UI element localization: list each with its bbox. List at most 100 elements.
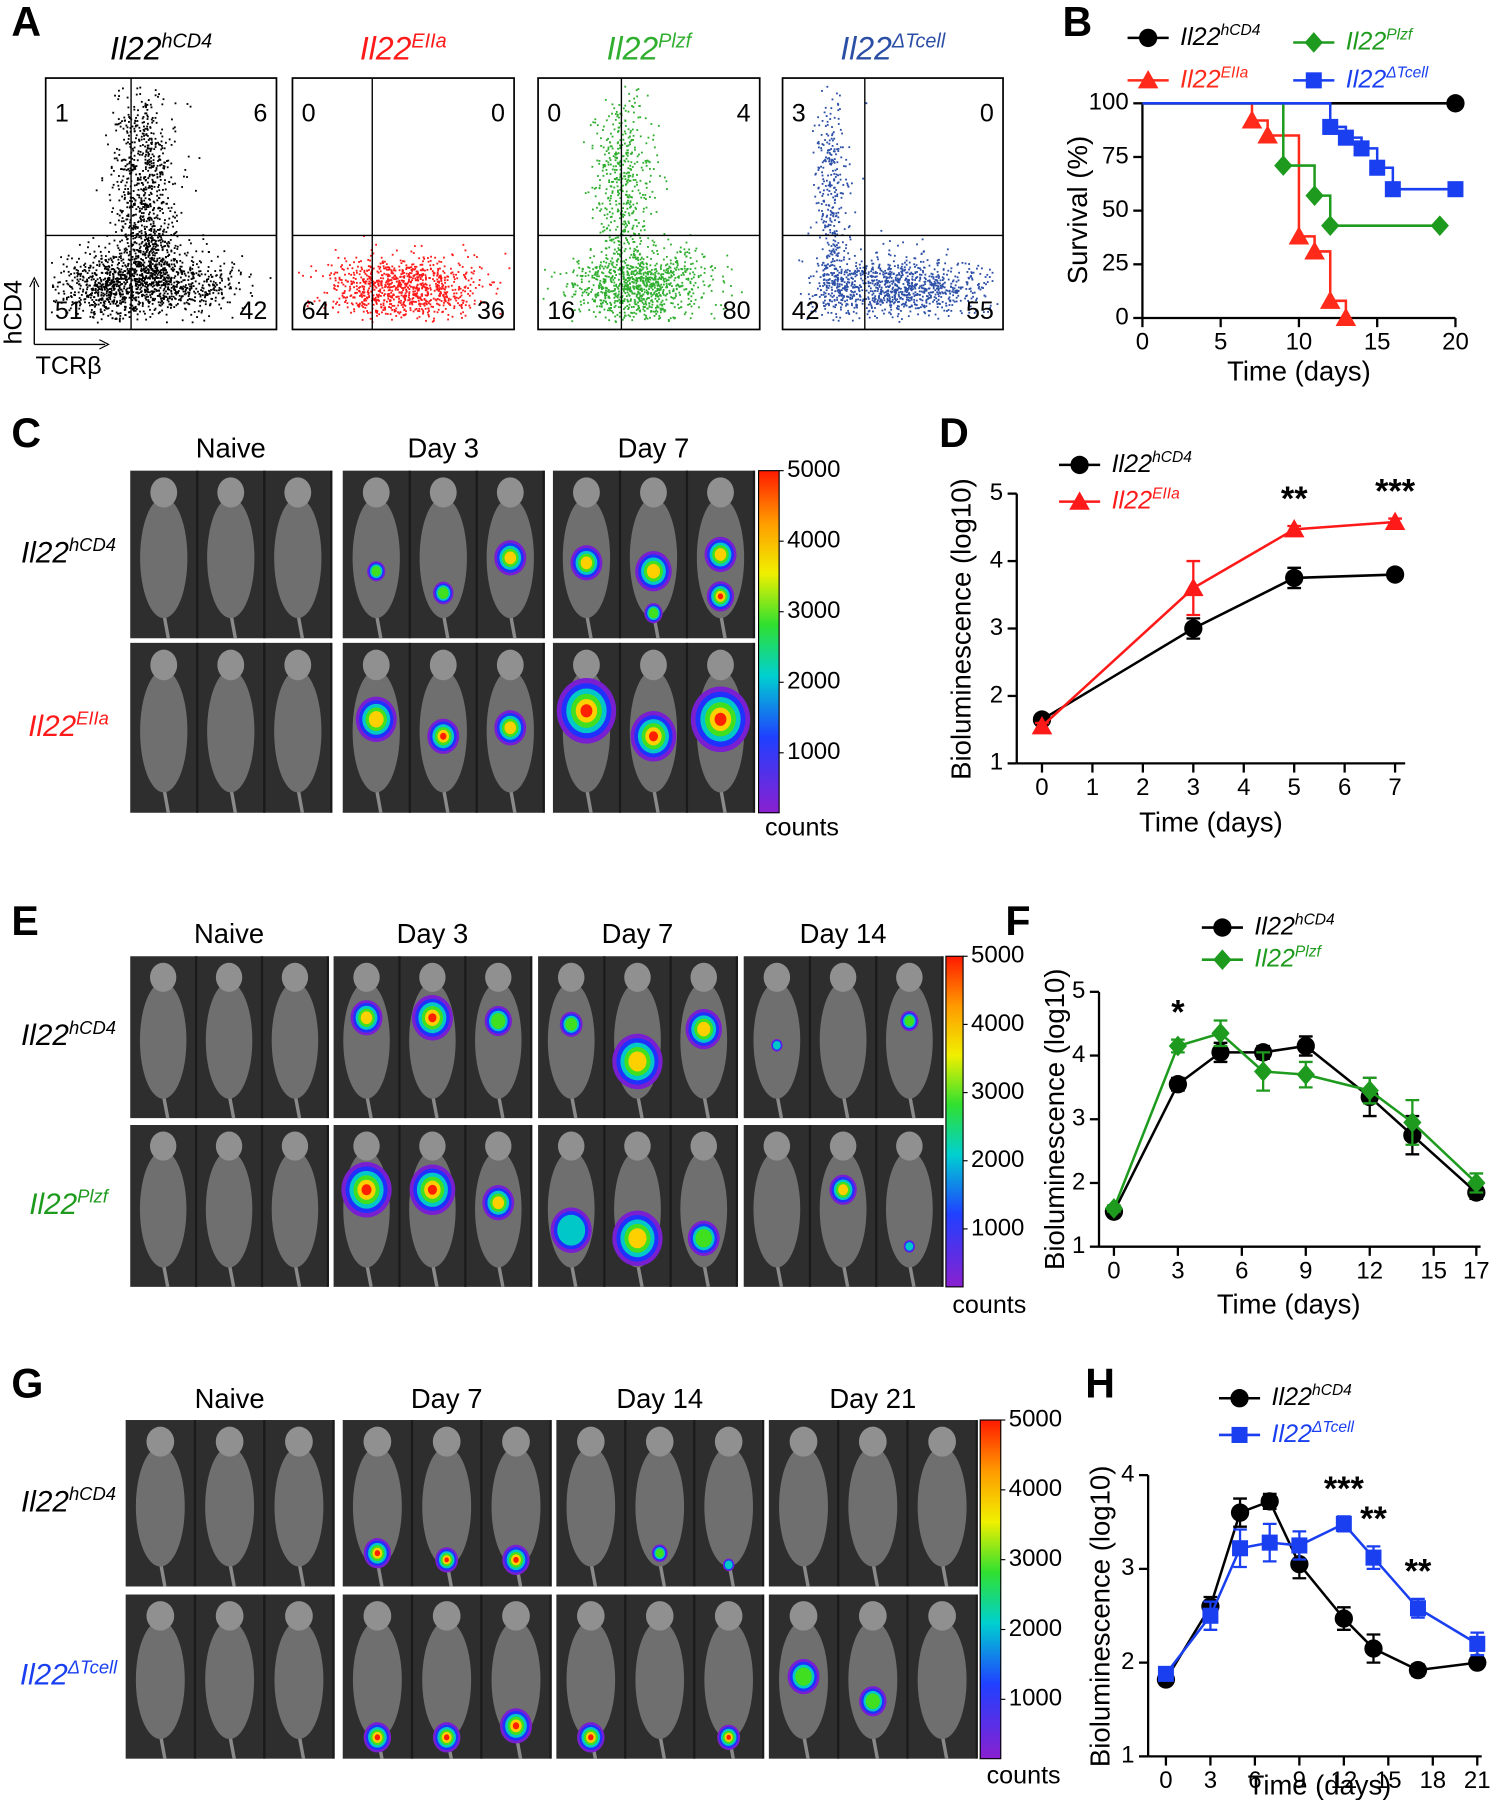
- flow-dot: [414, 245, 416, 248]
- flow-dot: [334, 279, 337, 282]
- flow-dot: [117, 98, 120, 101]
- flow-dot: [165, 256, 168, 259]
- flow-dot: [176, 235, 179, 238]
- flow-dot: [415, 270, 418, 273]
- flow-dot: [666, 271, 669, 274]
- flow-dot: [156, 217, 159, 220]
- flow-dot: [119, 281, 121, 284]
- flow-dot: [418, 303, 420, 306]
- flow-dot: [603, 308, 606, 311]
- flow-dot: [125, 124, 128, 127]
- flow-dot: [172, 258, 175, 260]
- flow-dot: [144, 168, 147, 171]
- flow-dot: [605, 160, 608, 162]
- flow-dot: [189, 266, 192, 269]
- flow-dot: [616, 225, 619, 228]
- flow-dot: [423, 285, 426, 288]
- flow-dot: [147, 255, 150, 258]
- flow-dot: [598, 284, 600, 287]
- flow-dot: [174, 258, 177, 261]
- flow-dot: [589, 248, 592, 250]
- flow-dot: [118, 271, 121, 273]
- flow-dot: [135, 260, 138, 263]
- flow-dot: [152, 222, 155, 225]
- flow-dot: [159, 260, 162, 262]
- flow-dot: [459, 287, 462, 290]
- flow-dot: [138, 284, 141, 287]
- flow-dot: [152, 159, 155, 162]
- flow-dot: [368, 295, 371, 297]
- flow-dot: [190, 285, 193, 288]
- flow-dot: [422, 311, 425, 313]
- flow-dot: [325, 303, 327, 306]
- flow-dot: [221, 293, 223, 296]
- flow-dot: [493, 281, 495, 284]
- flow-dot: [79, 275, 82, 277]
- flow-dot: [651, 294, 654, 296]
- flow-dot: [114, 223, 117, 226]
- flow-dot: [657, 161, 660, 164]
- flow-dot: [847, 226, 850, 229]
- flow-dot: [412, 310, 415, 313]
- flow-dot: [181, 261, 184, 264]
- flow-dot: [457, 271, 460, 273]
- flow-dot: [127, 270, 130, 272]
- flow-dot: [135, 208, 138, 211]
- flow-dot: [608, 319, 611, 322]
- flow-dot: [369, 259, 371, 262]
- flow-dot: [143, 282, 146, 284]
- flow-dot: [609, 260, 612, 263]
- flow-dot: [405, 285, 408, 287]
- flow-dot: [335, 289, 338, 291]
- flow-dot: [672, 297, 675, 300]
- flow-dot: [147, 240, 149, 242]
- flow-dot: [154, 146, 157, 148]
- flow-dot: [139, 144, 142, 147]
- flow-dot: [637, 301, 639, 304]
- flow-dot: [175, 271, 178, 273]
- flow-dot: [119, 317, 121, 320]
- flow-dot: [102, 278, 105, 281]
- flow-dot: [420, 282, 423, 285]
- flow-dot: [380, 256, 383, 259]
- flow-dot: [137, 221, 140, 224]
- flow-dot: [177, 271, 180, 274]
- flow-dot: [129, 199, 131, 202]
- flow-dot: [652, 310, 655, 313]
- flow-dot: [134, 237, 137, 239]
- flow-dot: [604, 192, 607, 195]
- flow-dot: [408, 288, 411, 290]
- flow-dot: [150, 284, 153, 287]
- flow-dot: [86, 295, 88, 298]
- flow-dot: [390, 269, 393, 272]
- flow-dot: [111, 285, 114, 288]
- flow-dot: [168, 138, 171, 141]
- flow-dot: [82, 275, 84, 278]
- flow-dot: [826, 141, 829, 144]
- flow-dot: [820, 218, 823, 221]
- flow-dot: [613, 128, 616, 131]
- flow-dot: [63, 270, 65, 273]
- flow-dot: [164, 179, 166, 182]
- flow-dot: [128, 259, 131, 262]
- flow-dot: [607, 146, 610, 149]
- flow-dot: [233, 263, 236, 265]
- flow-dot: [140, 135, 143, 138]
- flow-dot: [441, 311, 444, 314]
- flow-dot: [237, 269, 240, 272]
- flow-dot: [848, 163, 851, 166]
- flow-dot: [148, 242, 150, 244]
- flow-dot: [681, 281, 684, 284]
- flow-dot: [199, 295, 202, 298]
- flow-dot: [821, 182, 824, 185]
- flow-dot: [135, 299, 138, 302]
- flow-dot: [624, 306, 627, 309]
- flow-dot: [424, 286, 427, 289]
- flow-dot: [147, 187, 150, 189]
- flow-dot: [111, 272, 114, 275]
- flow-dot: [129, 225, 131, 227]
- flow-dot: [326, 292, 329, 294]
- flow-dot: [158, 93, 160, 96]
- flow-dot: [626, 277, 629, 279]
- flow-dot: [366, 310, 368, 312]
